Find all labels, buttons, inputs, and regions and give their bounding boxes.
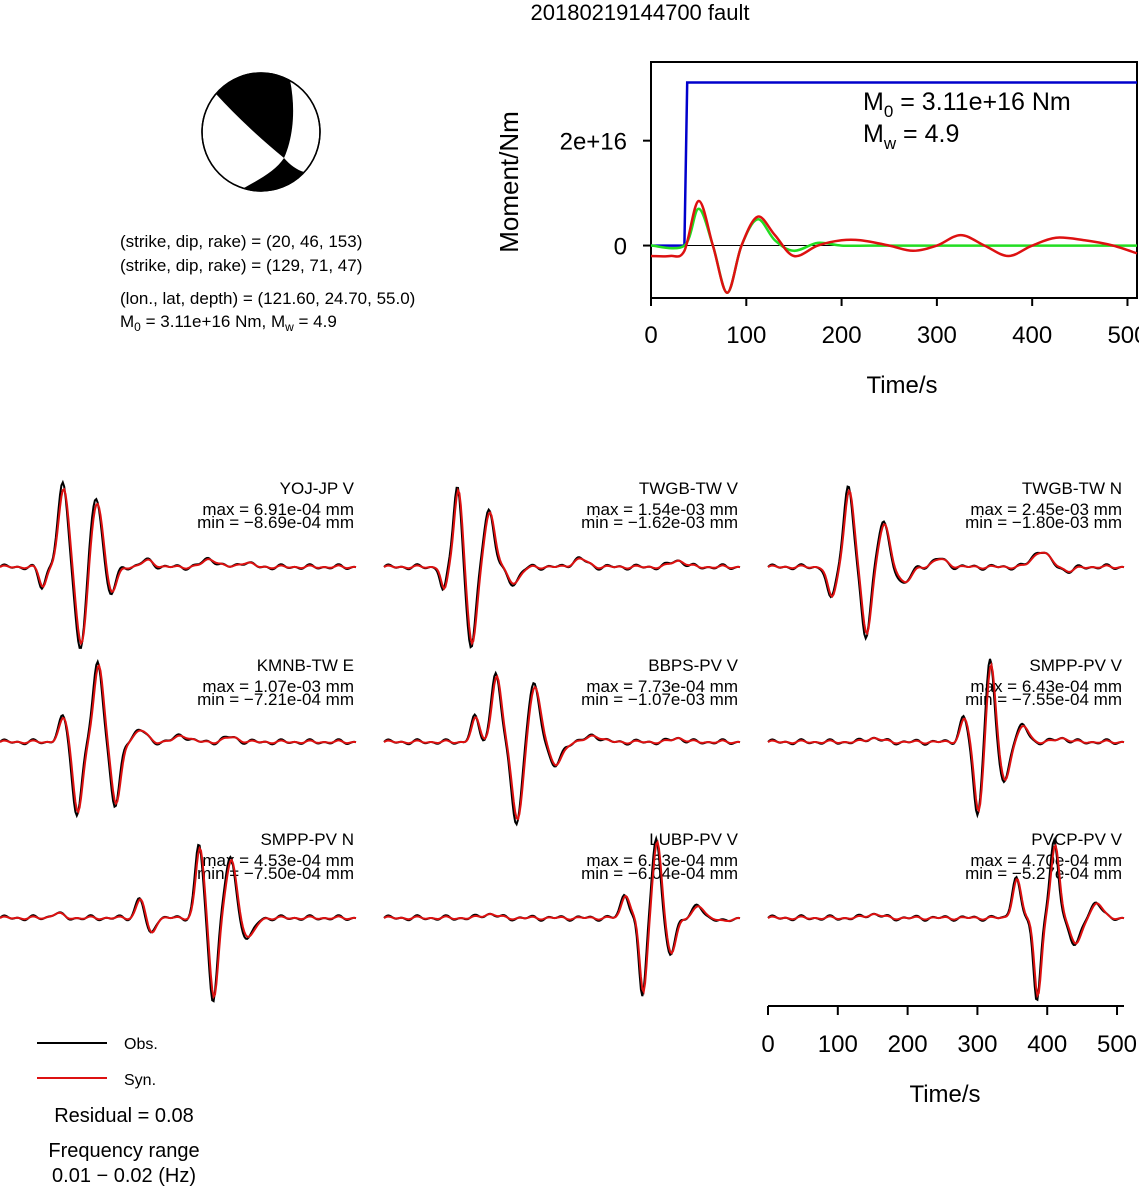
station-label: SMPP-PV V: [1029, 656, 1122, 675]
max-amplitude-label: max = 7.73e-04 mm: [586, 677, 738, 696]
moment-x-tick-label: 300: [917, 322, 957, 349]
min-amplitude-label: min = −7.50e-04 mm: [197, 864, 354, 883]
station-label: YOJ-JP V: [280, 479, 355, 498]
frequency-range-title: Frequency range: [48, 1140, 199, 1162]
synthetic-waveform: [767, 488, 1125, 636]
max-amplitude-label: max = 4.53e-04 mm: [202, 851, 354, 870]
waveform-x-tick-label: 100: [818, 1031, 858, 1058]
moment-series-line: [651, 81, 1137, 247]
moment-x-tick-label: 0: [644, 322, 657, 349]
synthetic-waveform: [767, 661, 1125, 814]
moment-series-line: [650, 199, 1138, 295]
waveform-x-tick-label: 500: [1097, 1031, 1137, 1058]
moment-y-axis-label: Moment/Nm: [494, 111, 524, 253]
synthetic-waveform: [383, 674, 741, 821]
moment-x-axis-label: Time/s: [866, 372, 937, 399]
moment-plot: 0 100 200 300 400 500 0 2e+16 Time/s Moment/Nm M0 …: [494, 61, 1139, 399]
max-amplitude-label: max = 4.70e-04 mm: [970, 851, 1122, 870]
max-amplitude-label: max = 1.54e-03 mm: [586, 500, 738, 519]
legend-syn-label: Syn.: [124, 1072, 156, 1089]
min-amplitude-label: min = −1.62e-03 mm: [581, 513, 738, 532]
min-amplitude-label: min = −1.07e-03 mm: [581, 690, 738, 709]
moment-x-tick-label: 500: [1107, 322, 1139, 349]
residual-text: Residual = 0.08: [54, 1105, 194, 1127]
station-label: SMPP-PV N: [260, 830, 354, 849]
moment-series-line: [650, 207, 1137, 295]
waveform-x-axis-label: Time/s: [909, 1081, 980, 1108]
solution-text: (strike, dip, rake) = (20, 46, 153) (str…: [120, 232, 415, 334]
moment-y-tick-label: 2e+16: [560, 129, 627, 156]
moment-plot-frame: [650, 61, 1138, 299]
legend: Obs. Syn. Residual = 0.08 Frequency rang…: [37, 1036, 200, 1186]
synthetic-waveform: [383, 839, 741, 995]
synthetic-waveform: [0, 487, 357, 646]
station-label: BBPS-PV V: [648, 656, 738, 675]
moment-mw-annotation: Mw = 4.9: [863, 120, 959, 153]
solution-magnitude: M0 = 3.11e+16 Nm, Mw = 4.9: [120, 312, 337, 334]
legend-obs-label: Obs.: [124, 1036, 158, 1053]
beachball-compressional-quadrant-1: [216, 72, 294, 158]
synthetic-waveform: [0, 845, 357, 1000]
synthetic-waveform: [383, 487, 741, 646]
max-amplitude-label: max = 6.91e-04 mm: [202, 500, 354, 519]
waveform-x-tick-label: 300: [957, 1031, 997, 1058]
solution-location: (lon., lat, depth) = (121.60, 24.70, 55.…: [120, 289, 415, 308]
min-amplitude-label: min = −8.69e-04 mm: [197, 513, 354, 532]
min-amplitude-label: min = −7.21e-04 mm: [197, 690, 354, 709]
moment-x-tick-label: 200: [822, 322, 862, 349]
max-amplitude-label: max = 6.43e-04 mm: [970, 677, 1122, 696]
solution-plane-1: (strike, dip, rake) = (20, 46, 153): [120, 232, 362, 251]
beachball-compressional-quadrant-2: [244, 158, 304, 191]
moment-x-tick-label: 400: [1012, 322, 1052, 349]
min-amplitude-label: min = −5.27e-04 mm: [965, 864, 1122, 883]
min-amplitude-label: min = −7.55e-04 mm: [965, 690, 1122, 709]
waveform-time-axis: 0 100 200 300 400 500 Time/s: [761, 1005, 1137, 1108]
station-label: PVCP-PV V: [1031, 830, 1122, 849]
min-amplitude-label: min = −1.80e-03 mm: [965, 513, 1122, 532]
station-label: TWGB-TW N: [1022, 479, 1122, 498]
waveform-x-tick-label: 400: [1027, 1031, 1067, 1058]
max-amplitude-label: max = 6.63e-04 mm: [586, 851, 738, 870]
waveform-x-tick-label: 0: [761, 1031, 774, 1058]
frequency-range-value: 0.01 − 0.02 (Hz): [52, 1165, 196, 1186]
station-label: KMNB-TW E: [257, 656, 354, 675]
station-label: TWGB-TW V: [639, 479, 739, 498]
moment-x-tick-label: 100: [726, 322, 766, 349]
beachball: [201, 72, 321, 192]
synthetic-waveform: [0, 663, 357, 815]
moment-m0-annotation: M0 = 3.11e+16 Nm: [863, 88, 1071, 121]
figure-title: 20180219144700 fault: [531, 0, 750, 25]
station-label: LUBP-PV V: [649, 830, 738, 849]
max-amplitude-label: max = 2.45e-03 mm: [970, 500, 1122, 519]
synthetic-waveform: [767, 843, 1125, 999]
max-amplitude-label: max = 1.07e-03 mm: [202, 677, 354, 696]
solution-plane-2: (strike, dip, rake) = (129, 71, 47): [120, 256, 362, 275]
waveform-x-tick-label: 200: [888, 1031, 928, 1058]
moment-y-tick-label: 0: [614, 234, 627, 261]
